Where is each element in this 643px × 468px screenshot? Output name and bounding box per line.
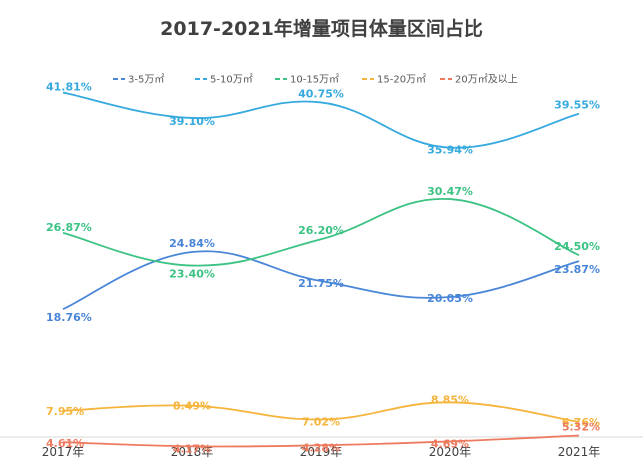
series-line bbox=[62, 91, 580, 149]
data-label: 41.81% bbox=[46, 80, 92, 93]
series-3: 26.87% 23.40% 26.20% 30.47% 24.50% bbox=[46, 185, 600, 280]
legend-label: 15-20万㎡ bbox=[377, 74, 426, 86]
series-line bbox=[62, 198, 580, 267]
data-label: 30.47% bbox=[427, 185, 473, 198]
data-label: 39.55% bbox=[554, 99, 600, 112]
x-tick-label: 2019年 bbox=[300, 445, 343, 459]
series-4: 7.95% 8.49% 7.02% 8.85% 6.76% bbox=[46, 393, 600, 429]
chart-title: 2017-2021年增量项目体量区间占比 bbox=[160, 18, 483, 40]
data-label: 26.87% bbox=[46, 221, 92, 234]
series-line bbox=[62, 250, 580, 310]
series-1: 18.76% 24.84% 21.75% 20.05% 23.87% bbox=[46, 237, 600, 324]
data-label: 7.95% bbox=[46, 405, 84, 418]
data-label: 8.85% bbox=[431, 393, 469, 406]
series-2: 41.81% 39.10% 40.75% 35.94% 39.55% bbox=[46, 80, 600, 156]
x-tick-label: 2021年 bbox=[558, 445, 601, 459]
data-label: 35.94% bbox=[427, 144, 473, 157]
data-label: 24.84% bbox=[169, 237, 215, 250]
series-5: 4.61% 4.17% 4.28% 4.69% 5.32% bbox=[46, 420, 600, 455]
legend-label: 10-15万㎡ bbox=[290, 74, 339, 86]
data-label: 40.75% bbox=[298, 87, 344, 100]
x-tick-label: 2018年 bbox=[171, 445, 214, 459]
data-label: 4.28% bbox=[302, 441, 340, 454]
series-line bbox=[62, 434, 580, 448]
data-label: 6.76% bbox=[562, 416, 600, 429]
data-label: 24.50% bbox=[554, 240, 600, 253]
data-label: 23.87% bbox=[554, 263, 600, 276]
data-label: 8.49% bbox=[173, 400, 211, 413]
data-label: 18.76% bbox=[46, 311, 92, 324]
data-label: 23.40% bbox=[169, 268, 215, 281]
legend-label: 20万㎡及以上 bbox=[455, 74, 518, 86]
data-label: 5.32% bbox=[562, 420, 600, 433]
data-label: 4.69% bbox=[431, 437, 469, 450]
data-label: 7.02% bbox=[302, 416, 340, 429]
data-label: 26.20% bbox=[298, 224, 344, 237]
legend-label: 3-5万㎡ bbox=[128, 74, 164, 86]
data-label: 4.61% bbox=[46, 437, 84, 450]
legend: 3-5万㎡ 5-10万㎡ 10-15万㎡ 15-20万㎡ 20万㎡及以上 bbox=[113, 74, 518, 86]
x-axis: 2017年 2018年 2019年 2020年 2021年 bbox=[0, 436, 643, 459]
data-label: 21.75% bbox=[298, 277, 344, 290]
series-line bbox=[62, 401, 580, 423]
data-label: 20.05% bbox=[427, 292, 473, 305]
series-layer: 18.76% 24.84% 21.75% 20.05% 23.87% 41.81% 39.1… bbox=[46, 80, 600, 455]
data-label: 4.17% bbox=[173, 442, 211, 455]
x-tick-label: 2020年 bbox=[429, 445, 472, 459]
data-label: 39.10% bbox=[169, 115, 215, 128]
x-tick-label: 2017年 bbox=[42, 445, 85, 459]
legend-label: 5-10万㎡ bbox=[210, 74, 253, 86]
